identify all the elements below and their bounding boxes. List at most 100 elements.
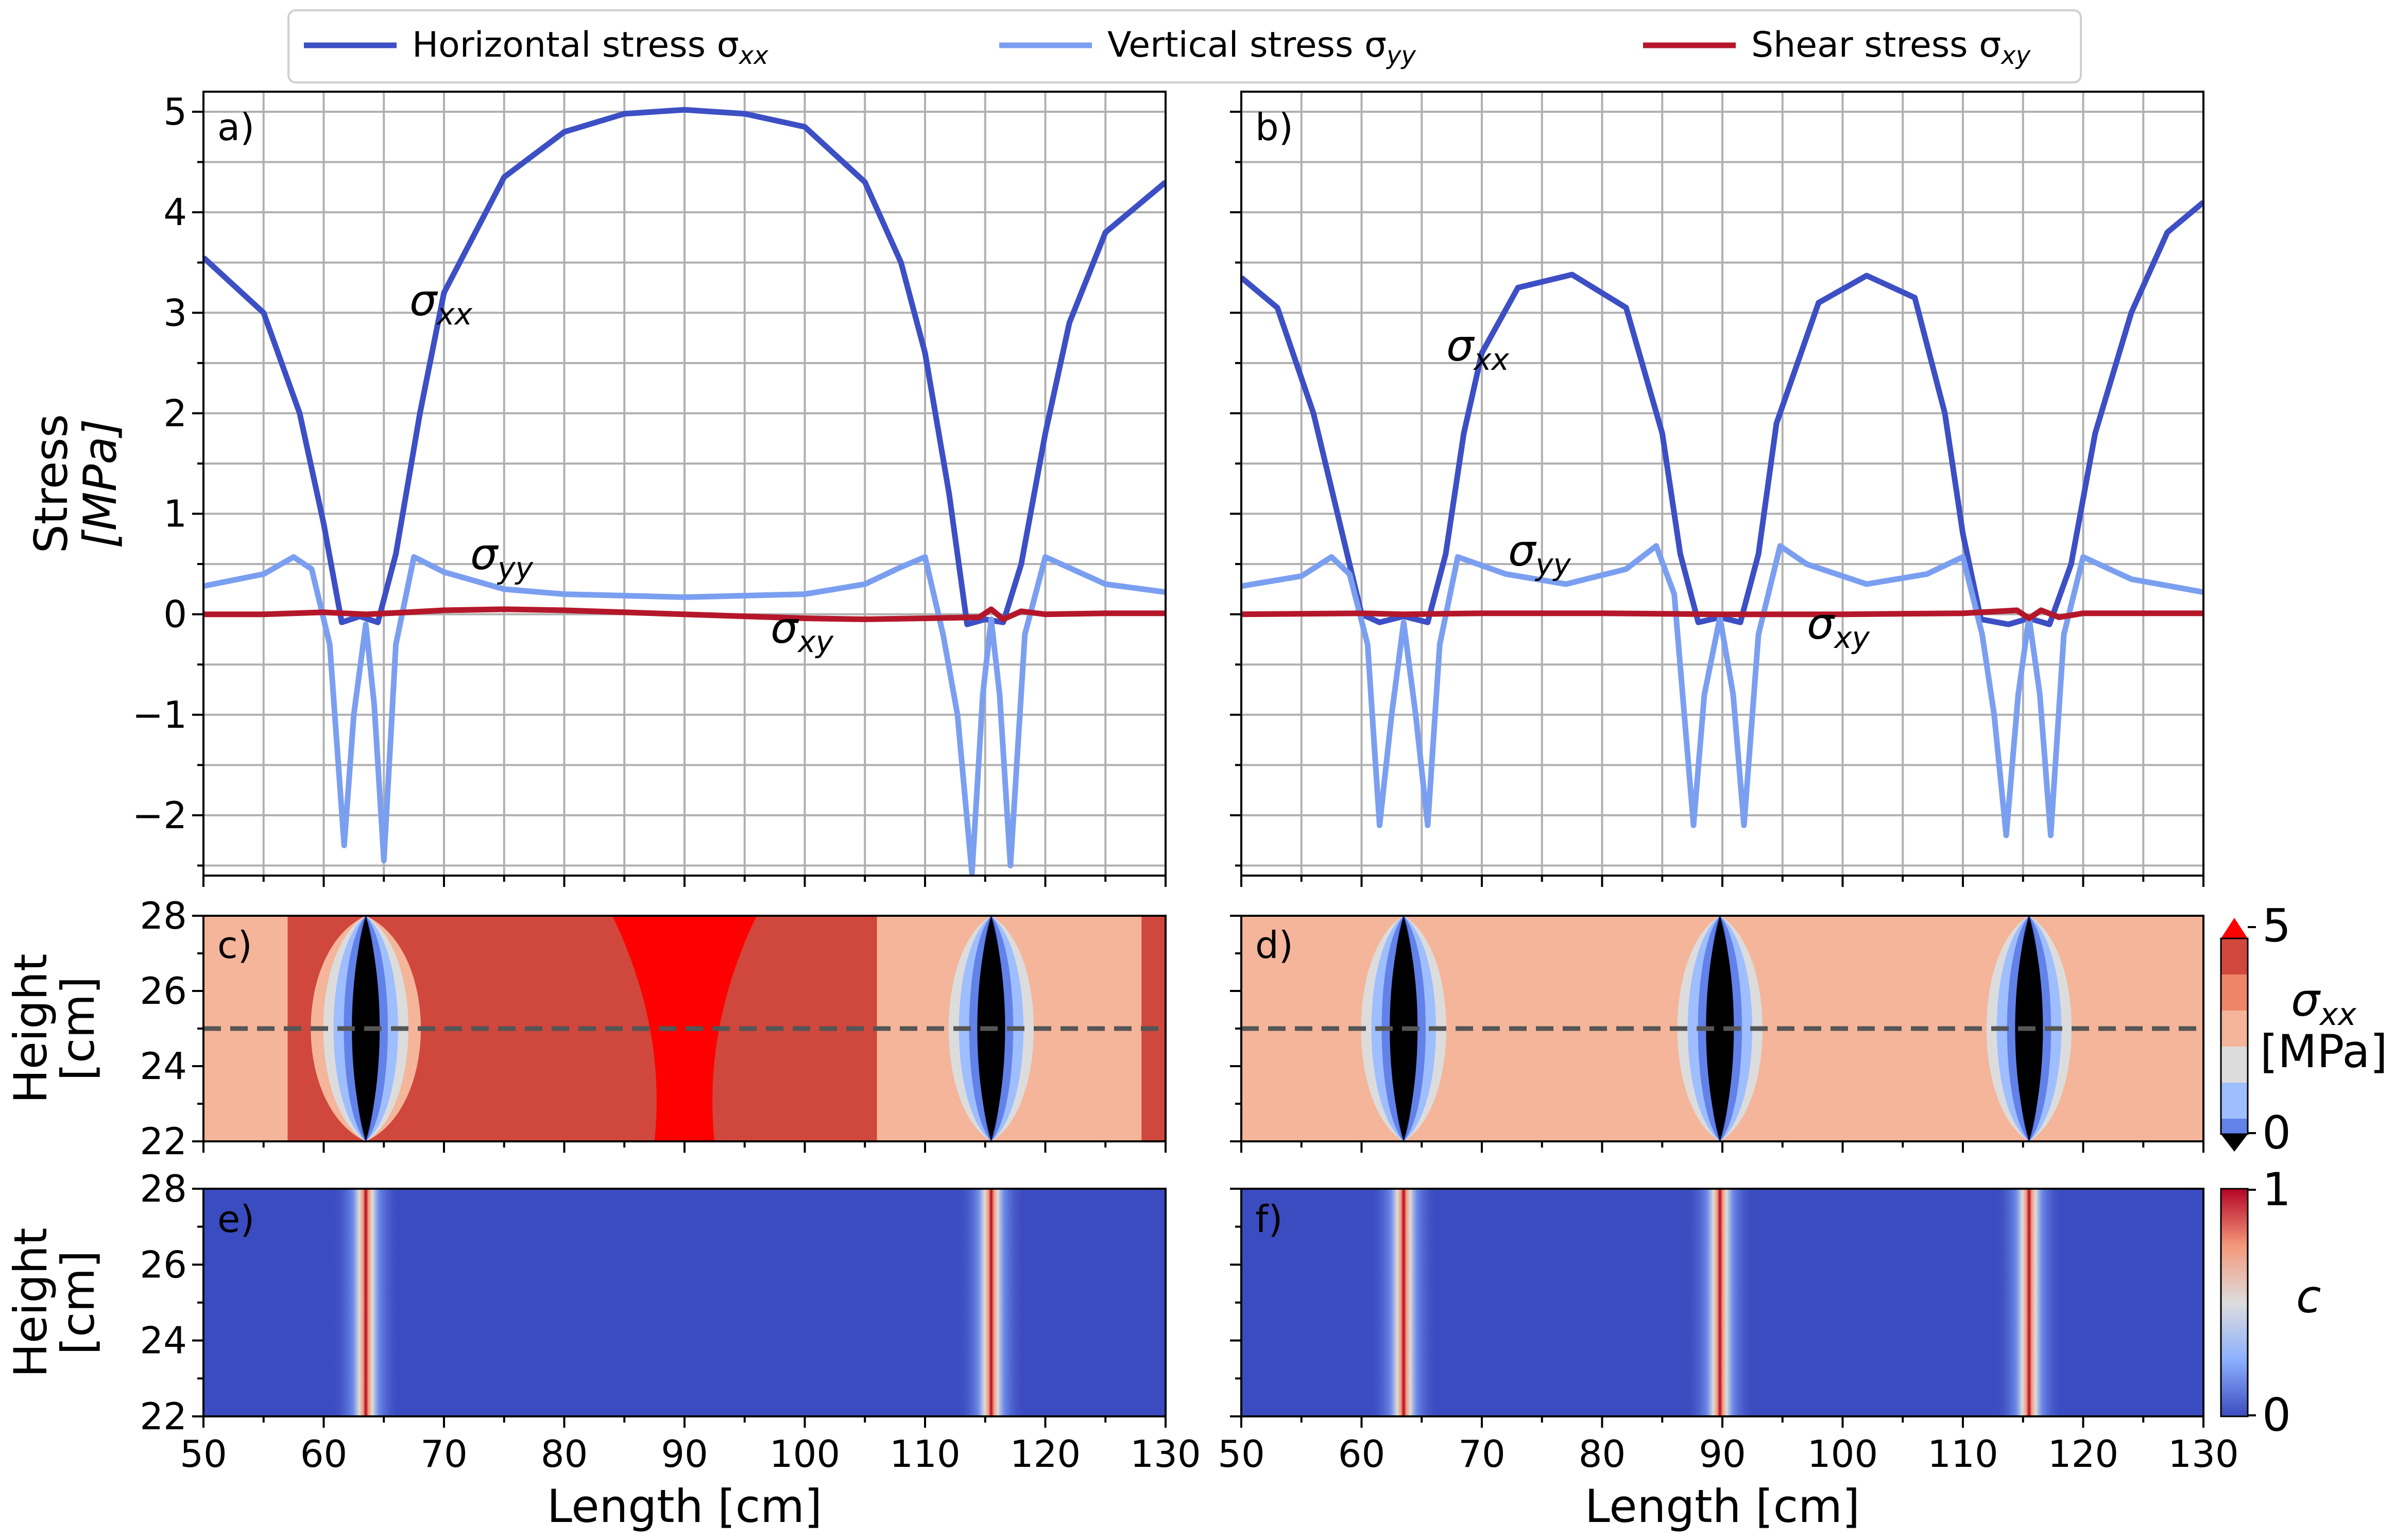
curve-label-a-sxy: σxy bbox=[771, 603, 834, 659]
curve-label-a-syy: σyy bbox=[470, 529, 534, 586]
panel-label-d: d) bbox=[1255, 923, 1293, 967]
heatmap-band-f-0 bbox=[1370, 1189, 1438, 1416]
legend-label-sxy: Shear stress σxy bbox=[1751, 25, 2031, 70]
panel-label-c: c) bbox=[217, 923, 252, 967]
ytick-label-a-2: 3 bbox=[163, 291, 187, 334]
y-title-stress: Stress [MPa] bbox=[25, 414, 127, 553]
y-title-height-e: Height [cm] bbox=[4, 1228, 105, 1378]
legend-item-sxx: Horizontal stress σxx bbox=[304, 25, 768, 70]
ytick-label-a-7: −2 bbox=[132, 794, 187, 837]
yticks-e: 28 26 24 22 bbox=[140, 1167, 1167, 1438]
cbar-sxx-frame bbox=[2220, 937, 2249, 1135]
colorbar-sxx: 5 0 σxx [MPa] bbox=[2220, 899, 2388, 1159]
heatmap-band-e-0 bbox=[332, 1189, 400, 1416]
xticks-e: 50 60 70 80 90 100 110 120 130 bbox=[180, 1432, 1201, 1476]
cbar-band-0 bbox=[2221, 1119, 2248, 1134]
curve-label-b-sxy: σxy bbox=[1807, 598, 1870, 655]
legend-item-syy: Vertical stress σyy bbox=[999, 25, 1416, 70]
cbar-c-gradient bbox=[2220, 1188, 2249, 1417]
xtick-label-f-3: 80 bbox=[1579, 1432, 1626, 1476]
x-title-f: Length [cm] bbox=[1585, 1480, 1860, 1533]
series-line-b-2 bbox=[1241, 607, 2203, 621]
ytick-label-a-6: −1 bbox=[132, 693, 187, 737]
x-title-e: Length [cm] bbox=[547, 1480, 822, 1533]
series-line-a-0 bbox=[203, 107, 1166, 627]
panel-a: 5 4 3 2 1 0 −1 −2 a) σxx σyy σxy bbox=[132, 90, 1167, 887]
cbar-band-4 bbox=[2221, 974, 2248, 1011]
legend: Horizontal stress σxx Vertical stress σy… bbox=[287, 9, 2082, 83]
cbar-band-3 bbox=[2221, 1011, 2248, 1047]
series-line-a-2 bbox=[203, 606, 1166, 622]
panel-f: 50 60 70 80 90 100 110 120 130 f) bbox=[1218, 1188, 2239, 1476]
ytick-label-a-3: 2 bbox=[163, 391, 187, 435]
heatmap-f bbox=[1241, 1189, 2203, 1416]
heatmap-crack-d-1 bbox=[1706, 916, 1734, 1141]
xtick-label-e-2: 70 bbox=[420, 1432, 468, 1476]
yticks-b bbox=[1230, 111, 2204, 887]
ytick-label-c-2: 24 bbox=[140, 1045, 187, 1088]
heatmap-band-f-2 bbox=[1995, 1189, 2063, 1416]
cbar-band-1 bbox=[2221, 1083, 2248, 1119]
cbar-sxx-unit: [MPa] bbox=[2260, 1025, 2388, 1078]
cbar-c-max-label: 1 bbox=[2262, 1163, 2291, 1216]
xtick-label-f-0: 50 bbox=[1218, 1432, 1265, 1476]
cbar-c-min-label: 0 bbox=[2262, 1389, 2291, 1442]
panel-label-b: b) bbox=[1255, 106, 1293, 149]
colorbar-sxx-bands bbox=[2220, 918, 2249, 1152]
ytick-label-a-5: 0 bbox=[163, 593, 187, 636]
curve-label-b-syy: σyy bbox=[1508, 525, 1571, 582]
heatmap-d bbox=[1241, 916, 2203, 1141]
colorbar-c: 1 0 c bbox=[2220, 1163, 2321, 1442]
cbar-extend-max bbox=[2221, 918, 2248, 938]
ytick-label-a-4: 1 bbox=[163, 492, 187, 536]
series-a bbox=[203, 107, 1166, 876]
xtick-label-e-7: 120 bbox=[1010, 1432, 1081, 1476]
xtick-label-f-7: 120 bbox=[2048, 1432, 2118, 1476]
ytick-label-e-3: 22 bbox=[140, 1395, 187, 1438]
series-line-a-1 bbox=[203, 554, 1166, 876]
panel-d: d) bbox=[1230, 915, 2204, 1153]
ytick-label-c-0: 28 bbox=[140, 894, 187, 937]
legend-item-sxy: Shear stress σxy bbox=[1643, 25, 2031, 70]
panel-label-e: e) bbox=[217, 1197, 254, 1241]
yticks-f bbox=[1230, 1188, 2204, 1428]
y-title-height-c-line1: Height bbox=[4, 954, 57, 1104]
xtick-label-f-1: 60 bbox=[1338, 1432, 1386, 1476]
ytick-label-e-2: 24 bbox=[140, 1319, 187, 1362]
ytick-label-e-0: 28 bbox=[140, 1167, 187, 1210]
ytick-label-a-1: 4 bbox=[163, 191, 187, 234]
yticks-c: 28 26 24 22 bbox=[140, 894, 1167, 1163]
xticks-f: 50 60 70 80 90 100 110 120 130 bbox=[1218, 1432, 2239, 1476]
y-title-height-e-line2: [cm] bbox=[52, 1251, 105, 1355]
curve-label-b-sxx: σxx bbox=[1446, 320, 1510, 377]
y-title-stress-line2: [MPa] bbox=[74, 419, 127, 549]
panel-b: b) σxx σyy σxy bbox=[1230, 91, 2204, 887]
cbar-band-5 bbox=[2221, 938, 2248, 974]
yticks-a: 5 4 3 2 1 0 −1 −2 bbox=[132, 90, 1167, 887]
y-title-height-c-line2: [cm] bbox=[52, 977, 105, 1081]
xtick-label-e-1: 60 bbox=[300, 1432, 348, 1476]
legend-label-syy: Vertical stress σyy bbox=[1107, 25, 1416, 70]
ytick-label-c-1: 26 bbox=[140, 969, 187, 1013]
xtick-label-e-0: 50 bbox=[180, 1432, 227, 1476]
panel-c: 28 26 24 22 c) bbox=[140, 894, 1167, 1163]
xtick-label-f-2: 70 bbox=[1458, 1432, 1506, 1476]
grid-b bbox=[1241, 92, 2203, 876]
y-title-height-e-line1: Height bbox=[4, 1228, 57, 1378]
series-line-b-1 bbox=[1241, 543, 2203, 839]
panel-label-a: a) bbox=[217, 106, 254, 149]
y-title-stress-line1: Stress bbox=[25, 414, 78, 553]
ytick-label-a-0: 5 bbox=[163, 90, 187, 133]
heatmap-peak-c bbox=[612, 916, 757, 1141]
xtick-label-f-6: 110 bbox=[1927, 1432, 1998, 1476]
cbar-sxx-min-label: 0 bbox=[2262, 1106, 2291, 1159]
cbar-extend-min bbox=[2221, 1134, 2248, 1152]
heatmap-e bbox=[203, 1189, 1166, 1416]
yticks-d bbox=[1230, 915, 2204, 1153]
cbar-sxx-title: σxx bbox=[2291, 973, 2356, 1033]
xtick-label-e-6: 110 bbox=[890, 1432, 960, 1476]
xtick-label-f-5: 100 bbox=[1807, 1432, 1878, 1476]
panel-e: 28 26 24 22 50 60 70 80 90 100 110 120 130 e) bbox=[140, 1167, 1201, 1476]
grid-a bbox=[203, 92, 1166, 876]
